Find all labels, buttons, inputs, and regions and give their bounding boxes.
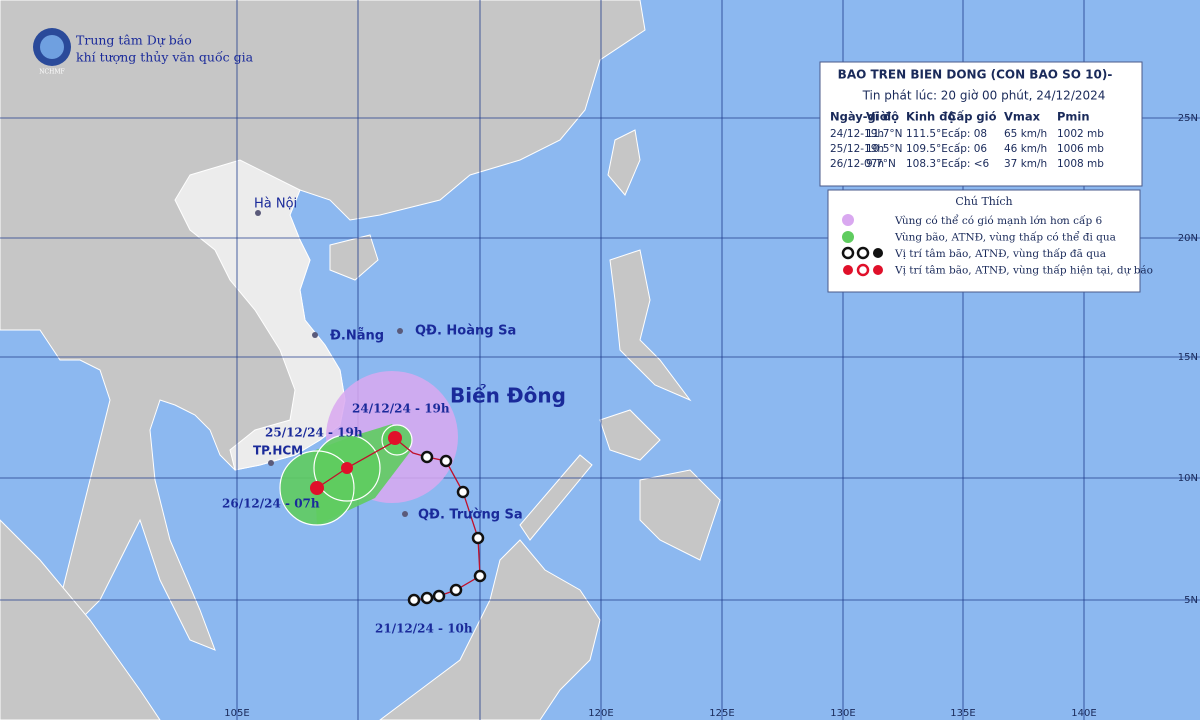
legend-swatch [842, 214, 854, 226]
cone-outlines [279, 424, 413, 526]
table-cell: 24/12-19h [830, 128, 884, 140]
track-label: 24/12/24 - 19h [352, 402, 450, 416]
table-cell: 10.5°N [866, 143, 902, 155]
place-label: Đ.Nẵng [330, 329, 384, 344]
legend-title: Chú Thích [955, 195, 1012, 208]
org-line: Trung tâm Dự báo [76, 33, 192, 48]
lon-label: 140E [1071, 708, 1096, 719]
place-label: Biển Đông [450, 384, 566, 408]
table-cell: 1008 mb [1057, 158, 1104, 170]
table-cell: 11.7°N [866, 128, 902, 140]
land [0, 0, 721, 720]
legend-swatch [841, 246, 883, 260]
track-label: 21/12/24 - 10h [375, 622, 473, 636]
table-cell: 65 km/h [1004, 128, 1047, 140]
legend-swatch [843, 263, 883, 277]
table-cell: 46 km/h [1004, 143, 1047, 155]
vietnam [174, 159, 346, 471]
lat-label: 15N [1178, 352, 1198, 363]
lat-label: 20N [1178, 233, 1198, 244]
table-cell: 37 km/h [1004, 158, 1047, 170]
logo-text: NCHMF [39, 69, 64, 76]
legend-item: Vùng có thể có gió mạnh lớn hơn cấp 6 [894, 214, 1103, 227]
lat-label: 25N [1178, 113, 1198, 124]
table-cell: 9.7°N [866, 158, 896, 170]
lon-label: 125E [709, 708, 734, 719]
table-cell: 25/12-19h [830, 143, 884, 155]
lat-label: 5N [1184, 595, 1198, 606]
legend-box [827, 189, 1141, 293]
lat-label: 10N [1178, 473, 1198, 484]
info-box [819, 61, 1143, 187]
column-header: Kinh độ [906, 110, 955, 124]
column-header: Pmin [1057, 110, 1090, 124]
table-cell: 111.5°E [906, 128, 948, 140]
table-cell: cấp: 06 [948, 143, 987, 155]
lon-label: 130E [830, 708, 855, 719]
column-header: Ngày-giờ [830, 110, 889, 124]
column-header: Cấp gió [948, 110, 997, 124]
table-cell: cấp: <6 [948, 158, 990, 170]
lon-label: 105E [224, 708, 249, 719]
table-cell: 1006 mb [1057, 143, 1104, 155]
place-label: TP.HCM [253, 444, 303, 458]
place-label: QĐ. Trường Sa [418, 508, 523, 523]
track-label: 26/12/24 - 07h [222, 497, 320, 511]
column-header: Vĩ độ [866, 110, 899, 124]
lon-label: 120E [588, 708, 613, 719]
org-line: khí tượng thủy văn quốc gia [76, 50, 254, 65]
column-header: Vmax [1004, 110, 1041, 124]
legend-item: Vị trí tâm bão, ATNĐ, vùng thấp đã qua [894, 247, 1106, 260]
legend-item: Vị trí tâm bão, ATNĐ, vùng thấp hiện tại… [894, 264, 1153, 277]
place-label: Hà Nội [254, 197, 297, 212]
legend-item: Vùng bão, ATNĐ, vùng thấp có thể đi qua [894, 231, 1116, 244]
table-cell: cấp: 08 [948, 128, 987, 140]
past-positions [407, 450, 487, 607]
legend-swatch [842, 231, 854, 243]
table-cell: 26/12-07h [830, 158, 884, 170]
table-cell: 109.5°E [906, 143, 948, 155]
forecast-positions [310, 431, 402, 495]
place-dots [255, 210, 408, 517]
logo: NCHMF Trung tâm Dự báo khí tượng thủy vă… [33, 28, 254, 76]
info-issued: Tin phát lúc: 20 giờ 00 phút, 24/12/2024 [862, 89, 1106, 103]
info-title: BAO TREN BIEN DONG (CON BAO SO 10)- [838, 68, 1113, 82]
track-label: 25/12/24 - 19h [265, 426, 363, 440]
lon-label: 135E [950, 708, 975, 719]
table-cell: 108.3°E [906, 158, 948, 170]
place-label: QĐ. Hoàng Sa [415, 324, 516, 339]
table-cell: 1002 mb [1057, 128, 1104, 140]
